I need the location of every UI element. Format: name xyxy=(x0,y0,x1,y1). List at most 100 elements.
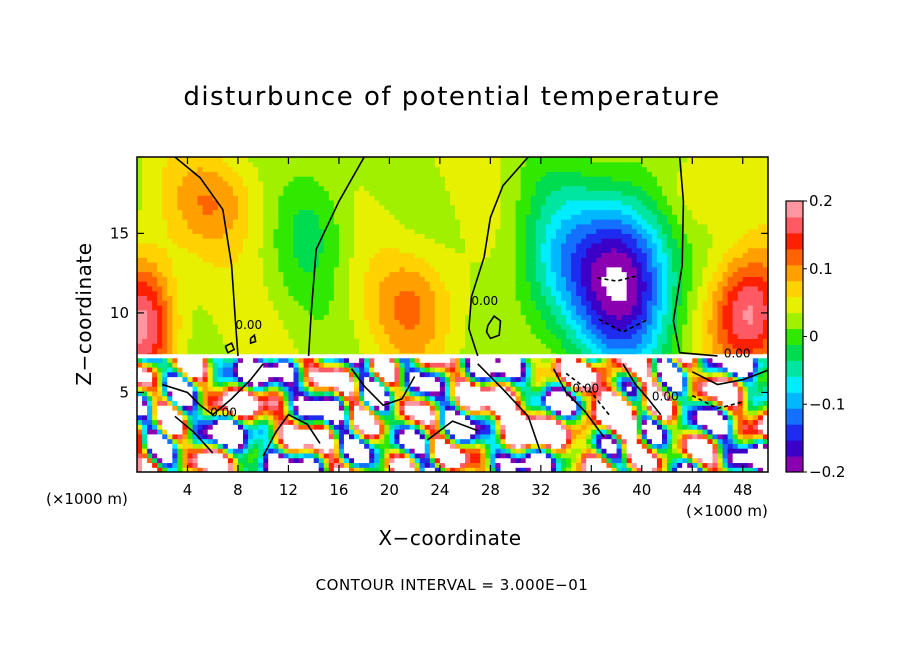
field-cell xyxy=(374,443,380,449)
field-cell xyxy=(343,371,350,378)
field-cell xyxy=(424,242,431,249)
field-cell xyxy=(182,405,189,411)
field-cell xyxy=(253,171,259,177)
field-cell xyxy=(359,247,365,254)
field-cell xyxy=(359,300,365,306)
field-cell xyxy=(475,376,481,382)
field-cell xyxy=(369,228,375,234)
field-cell xyxy=(359,171,365,177)
field-cell xyxy=(197,438,204,444)
field-cell xyxy=(429,209,436,215)
field-cell xyxy=(248,262,254,268)
field-cell xyxy=(485,328,491,335)
field-cell xyxy=(369,424,375,430)
field-cell xyxy=(232,161,239,168)
field-cell xyxy=(343,376,350,382)
field-cell xyxy=(444,409,451,416)
field-cell xyxy=(142,262,148,268)
field-cell xyxy=(515,295,522,301)
field-cell xyxy=(318,376,325,382)
field-cell xyxy=(157,424,163,430)
field-cell xyxy=(429,324,436,330)
field-cell xyxy=(207,371,214,378)
field-cell xyxy=(192,357,199,363)
field-cell xyxy=(137,209,143,215)
field-cell xyxy=(212,281,219,287)
field-cell xyxy=(480,157,486,163)
field-cell xyxy=(137,390,143,397)
field-cell xyxy=(475,333,481,339)
field-cell xyxy=(510,185,517,192)
field-cell xyxy=(455,338,461,344)
field-cell xyxy=(172,376,178,382)
field-cell xyxy=(232,343,239,349)
field-cell xyxy=(389,161,396,168)
field-cell xyxy=(343,157,350,163)
field-cell xyxy=(500,223,507,230)
field-cell xyxy=(384,390,390,397)
field-cell xyxy=(389,457,396,464)
field-cell xyxy=(288,357,295,363)
field-cell xyxy=(197,238,204,244)
field-cell xyxy=(137,176,143,182)
field-cell xyxy=(414,214,421,220)
field-cell xyxy=(384,290,390,297)
field-cell xyxy=(197,343,204,349)
field-cell xyxy=(308,400,315,406)
field-cell xyxy=(217,214,224,220)
field-cell xyxy=(217,419,224,425)
field-cell xyxy=(384,376,390,382)
field-cell xyxy=(409,448,416,454)
field-cell xyxy=(349,343,355,349)
field-cell xyxy=(379,290,385,297)
field-cell xyxy=(258,381,264,387)
field-cell xyxy=(263,204,269,211)
field-cell xyxy=(217,247,224,254)
field-cell xyxy=(202,252,209,258)
field-cell xyxy=(313,285,320,292)
field-cell xyxy=(253,242,259,249)
field-cell xyxy=(318,271,325,277)
field-cell xyxy=(343,238,350,244)
field-cell xyxy=(278,400,284,406)
field-cell xyxy=(283,328,290,335)
field-cell xyxy=(369,333,375,339)
field-cell xyxy=(222,433,229,440)
field-cell xyxy=(424,195,431,201)
field-cell xyxy=(303,195,310,201)
field-cell xyxy=(232,176,239,182)
field-cell xyxy=(364,266,370,273)
field-cell xyxy=(455,457,461,464)
field-cell xyxy=(460,247,466,254)
field-cell xyxy=(343,228,350,234)
field-cell xyxy=(152,324,158,330)
field-cell xyxy=(313,199,320,206)
field-cell xyxy=(308,386,315,392)
field-cell xyxy=(162,309,168,316)
field-cell xyxy=(510,452,517,459)
field-cell xyxy=(465,190,471,196)
field-cell xyxy=(409,319,416,325)
field-cell xyxy=(308,367,315,373)
field-cell xyxy=(313,433,320,440)
field-cell xyxy=(253,419,259,425)
field-cell xyxy=(343,367,350,373)
field-cell xyxy=(424,228,431,234)
field-cell xyxy=(258,457,264,464)
field-cell xyxy=(455,328,461,335)
field-cell xyxy=(444,347,451,354)
field-cell xyxy=(510,204,517,211)
field-cell xyxy=(172,300,178,306)
field-cell xyxy=(142,171,148,177)
field-cell xyxy=(142,295,148,301)
field-cell xyxy=(359,281,365,287)
field-cell xyxy=(227,400,234,406)
field-cell xyxy=(157,195,163,201)
field-cell xyxy=(278,252,284,258)
field-cell xyxy=(379,414,385,421)
field-cell xyxy=(449,333,456,339)
field-cell xyxy=(222,419,229,425)
field-cell xyxy=(207,319,214,325)
field-cell xyxy=(495,199,502,206)
field-cell xyxy=(308,228,315,234)
